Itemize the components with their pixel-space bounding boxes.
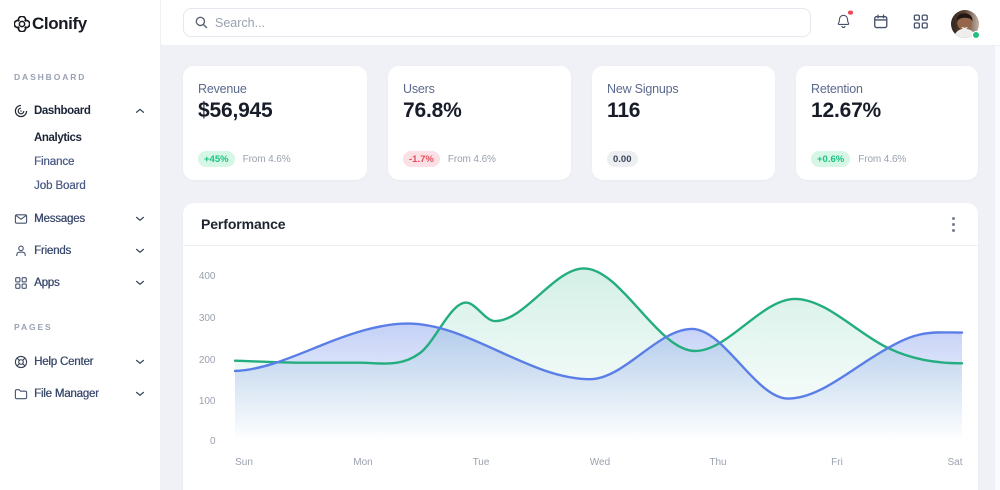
svg-text:200: 200 bbox=[199, 355, 216, 366]
svg-text:Fri: Fri bbox=[831, 457, 843, 468]
svg-text:Mon: Mon bbox=[353, 457, 372, 468]
svg-text:400: 400 bbox=[199, 271, 216, 282]
svg-text:0: 0 bbox=[210, 436, 216, 447]
svg-text:Thu: Thu bbox=[709, 457, 726, 468]
svg-text:Wed: Wed bbox=[590, 457, 610, 468]
svg-text:Sat: Sat bbox=[947, 457, 962, 468]
svg-text:Sun: Sun bbox=[235, 457, 253, 468]
svg-text:Tue: Tue bbox=[473, 457, 490, 468]
svg-text:100: 100 bbox=[199, 396, 216, 407]
svg-text:300: 300 bbox=[199, 313, 216, 324]
